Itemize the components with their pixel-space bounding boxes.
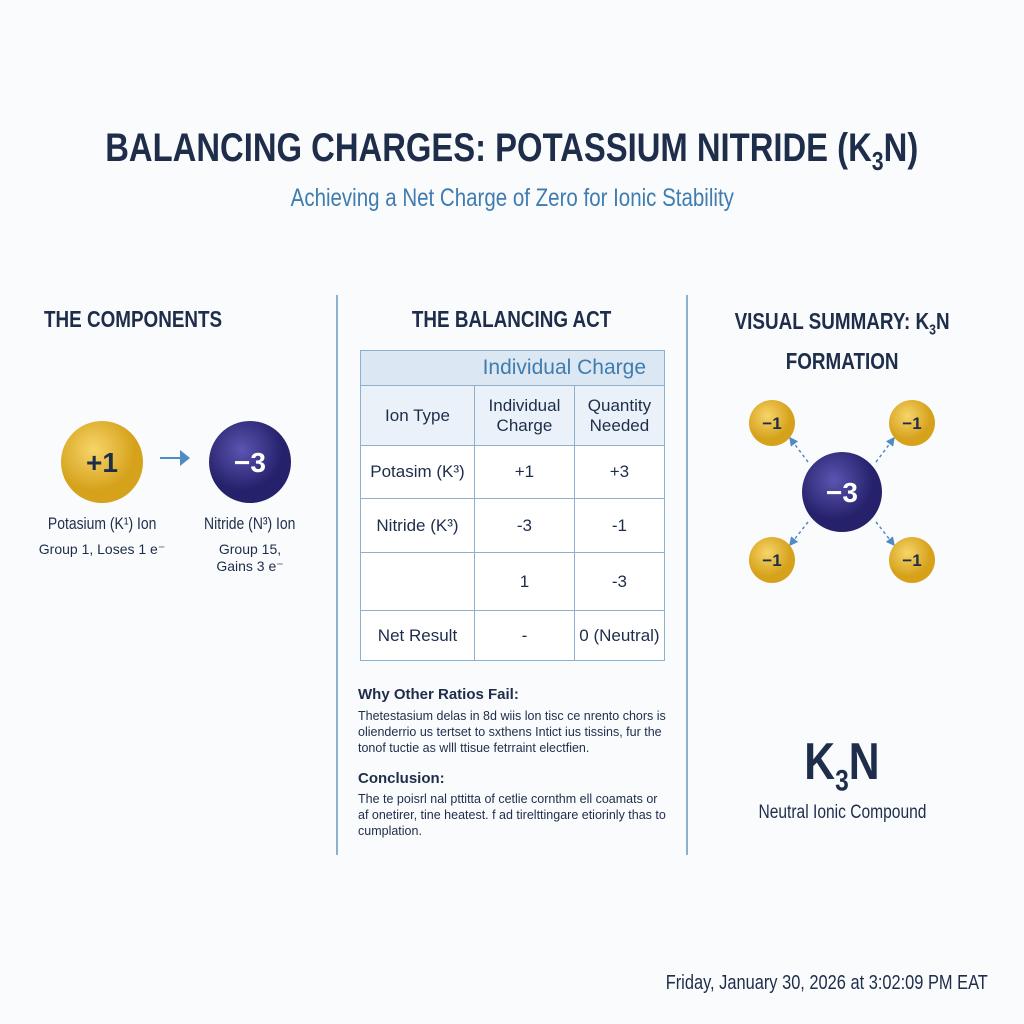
- arrow: [160, 450, 190, 466]
- ion-charge: +1: [86, 447, 118, 478]
- potassium-ion: [61, 421, 143, 503]
- text-line: Thetestasium delas in 8d wiis lon tisc c…: [358, 709, 666, 723]
- ion-note: Group 15,: [218, 541, 282, 557]
- table-row: Net Result -0 (Neutral): [360, 610, 666, 661]
- ion-note: Gains 3 e⁻: [216, 558, 284, 574]
- text-line: cumplation.: [358, 824, 422, 838]
- formula-text: N: [848, 733, 880, 791]
- header-cell: Individual Charge: [473, 385, 575, 446]
- outer-ion: [889, 537, 935, 583]
- section-heading: VISUAL SUMMARY: K3N FORMATION: [687, 306, 997, 376]
- header-cell: Quantity Needed: [573, 385, 666, 446]
- divider: [686, 295, 688, 855]
- header-line: Individual: [488, 395, 561, 415]
- subtitle: Achieving a Net Charge of Zero for Ionic…: [0, 184, 1024, 213]
- conclusion-text: The te poisrl nal pttitta of cetlie corn…: [358, 791, 666, 839]
- subtitle-text: Achieving a Net Charge of Zero for Ionic…: [290, 184, 734, 212]
- table-cell: Nitride (K³): [360, 498, 475, 553]
- section-heading: THE COMPONENTS: [44, 306, 261, 333]
- table-banner: Individual Charge: [360, 350, 665, 386]
- title-text: N): [883, 126, 919, 170]
- ion-name-text: Potasium (K¹) Ion: [47, 514, 157, 533]
- center-charge: −3: [826, 477, 858, 508]
- heading-text: FORMATION: [785, 347, 899, 374]
- timestamp-text: Friday, January 30, 2026 at 3:02:09 PM E…: [665, 972, 988, 994]
- ion-charge: −3: [234, 447, 266, 478]
- center-ion: [802, 452, 882, 532]
- divider: [336, 295, 338, 855]
- table-row: 1 -3: [360, 552, 666, 611]
- header-line: Needed: [589, 415, 650, 435]
- table-cell: -3: [473, 498, 575, 553]
- ion-name: Nitride (N³) Ion: [160, 514, 340, 534]
- heading-text: VISUAL SUMMARY: K: [734, 308, 930, 334]
- outer-charge: −1: [902, 414, 921, 433]
- text-line: tonof tuctie as wlll ttisue fetrraint el…: [358, 741, 590, 755]
- outer-charge: −1: [762, 414, 781, 433]
- heading-text: THE COMPONENTS: [44, 306, 223, 332]
- title-text: BALANCING CHARGES: POTASSIUM NITRIDE (K: [105, 126, 873, 170]
- formula: K3N: [687, 732, 997, 798]
- heading-subscript: 3: [929, 321, 936, 339]
- table-cell: +1: [473, 445, 575, 499]
- table-cell: 0 (Neutral): [573, 610, 666, 661]
- text-line: af onetirer, tine heatest. f ad tireltti…: [358, 808, 666, 822]
- outer-ion: [749, 400, 795, 446]
- table-row: Nitride (K³) -3 -1: [360, 498, 666, 553]
- caption-text: Neutral Ionic Compound: [757, 802, 926, 823]
- heading-text: N: [935, 308, 950, 334]
- table-cell: [360, 552, 475, 611]
- outer-ion: [889, 400, 935, 446]
- outer-charge: −1: [902, 551, 921, 570]
- ion-name: Potasium (K¹) Ion: [12, 514, 192, 534]
- text-line: oliendеrrio us tertset to sxthens Intict…: [358, 725, 662, 739]
- why-heading: Why Other Ratios Fail:: [358, 686, 519, 703]
- table-cell: Net Result: [360, 610, 475, 661]
- title-subscript: 3: [872, 146, 884, 176]
- why-text: Thetestasium delas in 8d wiis lon tisc c…: [358, 708, 666, 756]
- outer-charge: −1: [762, 551, 781, 570]
- conclusion-heading: Conclusion:: [358, 770, 445, 787]
- table-row: Potasim (K³) +1 +3: [360, 445, 666, 499]
- formula-subscript: 3: [835, 764, 849, 798]
- outer-ion: [749, 537, 795, 583]
- text-line: The te poisrl nal pttitta of cetlie corn…: [358, 792, 658, 806]
- table-cell: Potasim (K³): [360, 445, 475, 499]
- ion-note: Group 1, Loses 1 e⁻: [38, 541, 166, 557]
- table-cell: -3: [573, 552, 666, 611]
- header-line: Charge: [496, 415, 553, 435]
- charge-table: Individual Charge Ion Type Individual Char…: [360, 350, 666, 661]
- table-cell: +3: [573, 445, 666, 499]
- title: BALANCING CHARGES: POTASSIUM NITRIDE (K3…: [0, 126, 1024, 177]
- nitride-ion: [209, 421, 291, 503]
- table-cell: -1: [573, 498, 666, 553]
- header-line: Quantity: [587, 395, 652, 415]
- bond-arrows: [789, 436, 895, 547]
- ion-name-text: Nitride (N³) Ion: [204, 514, 296, 533]
- heading-text: THE BALANCING ACT: [412, 306, 612, 332]
- section-heading: THE BALANCING ACT: [337, 306, 687, 333]
- header-cell: Ion Type: [360, 385, 475, 446]
- table-cell: 1: [473, 552, 575, 611]
- caption: Neutral Ionic Compound: [687, 802, 997, 824]
- formula-text: K: [804, 733, 836, 791]
- table-cell: -: [473, 610, 575, 661]
- timestamp: Friday, January 30, 2026 at 3:02:09 PM E…: [595, 972, 988, 995]
